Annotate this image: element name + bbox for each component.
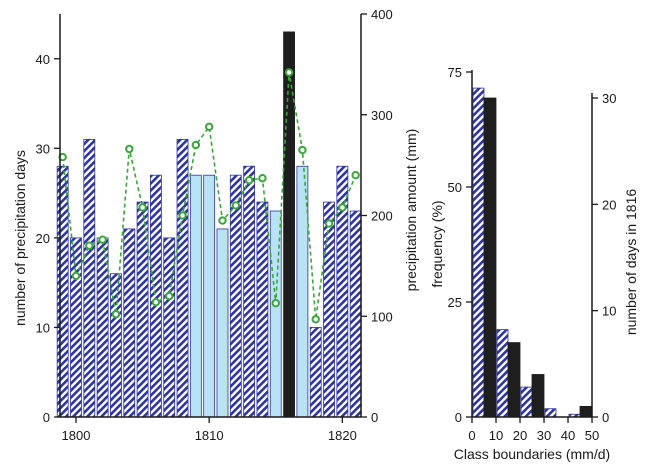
right-y2-tick-label: 30 bbox=[602, 91, 616, 106]
left-y2-tick-label: 400 bbox=[371, 7, 393, 22]
right-y-tick-label: 75 bbox=[448, 65, 462, 80]
amount-point-1821 bbox=[351, 171, 360, 180]
left-y-tick-label: 40 bbox=[36, 52, 50, 67]
left-y-tick-label: 10 bbox=[36, 320, 50, 335]
right-y2-tick-label: 10 bbox=[602, 304, 616, 319]
amount-point-1801 bbox=[85, 241, 94, 250]
day-bar-1804 bbox=[123, 228, 136, 418]
amount-point-1809 bbox=[191, 140, 201, 150]
left-amount-series bbox=[58, 68, 360, 324]
left-y-axis-label: number of precipitation days bbox=[12, 150, 28, 326]
day-bar-1813 bbox=[243, 165, 256, 418]
day-bar-1815 bbox=[269, 210, 282, 418]
day-bar-1809 bbox=[189, 174, 202, 418]
day-bar-1803 bbox=[110, 273, 122, 418]
right-x-tick-label: 0 bbox=[468, 428, 475, 443]
amount-point-1802 bbox=[98, 235, 107, 244]
left-y-tick-label: 0 bbox=[43, 410, 50, 425]
right-y2-tick-label: 20 bbox=[602, 197, 616, 212]
day-bar-1812 bbox=[229, 174, 242, 418]
right-y-tick-label: 0 bbox=[455, 410, 462, 425]
days-1816-bar-5 bbox=[483, 97, 497, 418]
right-x-axis-label: Class boundaries (mm/d) bbox=[454, 446, 610, 462]
day-bar-1800 bbox=[70, 237, 82, 418]
days-1816-bar-25 bbox=[531, 374, 545, 418]
right-axes bbox=[471, 70, 593, 418]
day-bar-1799 bbox=[56, 165, 69, 418]
frequency-bar-0 bbox=[472, 87, 485, 418]
days-1816-bar-15 bbox=[507, 342, 521, 418]
left-y2-axis-label: precipitation amount (mm) bbox=[403, 129, 419, 292]
right-x-tick-label: 50 bbox=[585, 428, 599, 443]
amount-point-1815 bbox=[271, 298, 280, 308]
right-y-tick-label: 50 bbox=[448, 180, 462, 195]
left-y2-tick-label: 0 bbox=[371, 410, 378, 425]
right-x-tick-label: 20 bbox=[513, 428, 527, 443]
frequency-bar-30 bbox=[544, 408, 557, 418]
right-y2-axis-label: number of days in 1816 bbox=[623, 189, 639, 336]
amount-point-1808 bbox=[178, 211, 187, 220]
amount-point-1800 bbox=[71, 271, 81, 281]
amount-point-1819 bbox=[324, 219, 334, 228]
day-bar-1808 bbox=[176, 138, 189, 418]
day-bar-1816 bbox=[283, 31, 295, 418]
amount-point-1818 bbox=[311, 315, 320, 324]
day-bar-1821 bbox=[349, 210, 362, 418]
left-y2-tick-label: 300 bbox=[371, 108, 393, 123]
amount-point-1810 bbox=[204, 122, 214, 132]
amount-point-1812 bbox=[231, 201, 241, 210]
left-x-tick-label: 1810 bbox=[195, 428, 224, 443]
amount-point-1805 bbox=[138, 203, 147, 212]
amount-point-1807 bbox=[165, 291, 174, 301]
right-y-axis-label: frequency (%) bbox=[429, 200, 445, 287]
day-bar-1805 bbox=[136, 201, 149, 418]
amount-point-1803 bbox=[111, 310, 121, 319]
amount-point-1813 bbox=[244, 176, 254, 185]
right-frequency-bars bbox=[472, 87, 593, 418]
amount-point-1816 bbox=[284, 68, 294, 77]
day-bar-1818 bbox=[309, 327, 322, 418]
right-x-tick-label: 40 bbox=[561, 428, 575, 443]
right-y2-tick-label: 0 bbox=[602, 410, 609, 425]
amount-point-1804 bbox=[125, 144, 134, 154]
day-bar-1801 bbox=[83, 138, 96, 418]
day-bar-1814 bbox=[256, 201, 269, 418]
left-y2-tick-label: 100 bbox=[371, 309, 393, 324]
left-y2-tick-label: 200 bbox=[371, 209, 393, 224]
day-bar-1806 bbox=[149, 174, 162, 418]
amount-line bbox=[61, 72, 357, 320]
frequency-bar-20 bbox=[520, 386, 533, 418]
day-bar-1810 bbox=[203, 174, 216, 418]
left-y-tick-label: 20 bbox=[36, 231, 50, 246]
right-x-tick-label: 30 bbox=[537, 428, 551, 443]
days-1816-bar-45 bbox=[579, 405, 593, 418]
left-day-bars bbox=[56, 31, 362, 418]
amount-point-1811 bbox=[218, 216, 227, 225]
day-bar-1807 bbox=[163, 237, 176, 418]
right-x-tick-label: 10 bbox=[489, 428, 503, 443]
left-x-tick-label: 1800 bbox=[62, 428, 91, 443]
amount-point-1817 bbox=[298, 145, 307, 155]
day-bar-1811 bbox=[216, 228, 229, 418]
right-y-tick-label: 25 bbox=[448, 295, 462, 310]
amount-point-1814 bbox=[258, 174, 267, 183]
frequency-bar-10 bbox=[496, 329, 509, 418]
day-bar-1819 bbox=[323, 201, 335, 418]
amount-point-1820 bbox=[338, 203, 347, 212]
left-x-tick-label: 1820 bbox=[328, 428, 357, 443]
left-y-tick-label: 30 bbox=[36, 141, 50, 156]
amount-point-1806 bbox=[151, 297, 161, 307]
